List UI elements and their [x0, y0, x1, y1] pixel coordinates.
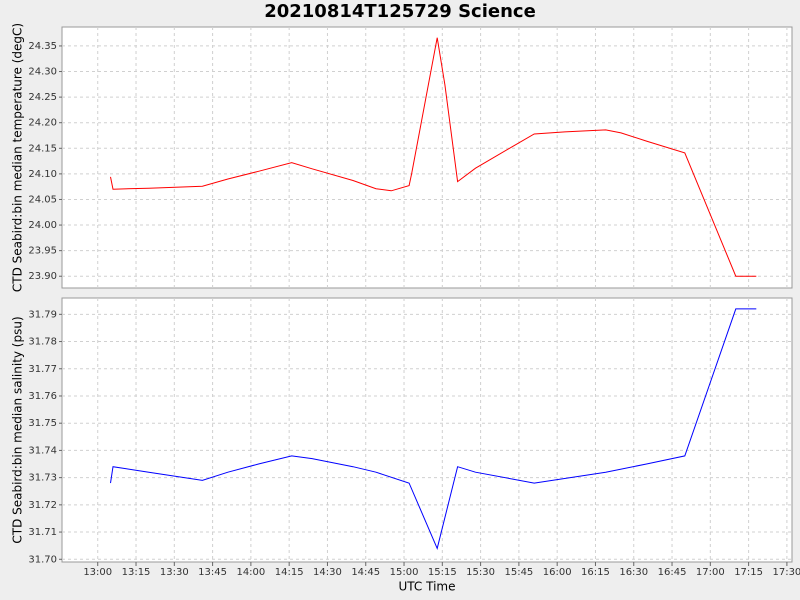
x-tick-label: 17:00: [696, 567, 725, 578]
y-tick-label: 24.00: [28, 220, 57, 231]
y-axis-label: CTD Seabird:bin median temperature (degC…: [11, 23, 25, 292]
x-tick-label: 13:15: [122, 567, 151, 578]
x-tick-label: 15:00: [390, 567, 419, 578]
y-tick-label: 24.30: [28, 67, 57, 78]
x-tick-label: 16:00: [543, 567, 572, 578]
plot-area: [61, 297, 793, 563]
y-tick-label: 24.20: [28, 118, 57, 129]
y-tick-label: 31.76: [28, 391, 57, 402]
x-tick-label: 14:15: [275, 567, 304, 578]
y-tick-label: 23.90: [28, 271, 57, 282]
y-tick-label: 31.73: [28, 473, 57, 484]
chart-title: 20210814T125729 Science: [264, 1, 536, 22]
x-tick-label: 13:45: [198, 567, 227, 578]
x-tick-label: 15:30: [466, 567, 495, 578]
x-tick-label: 14:00: [236, 567, 265, 578]
y-tick-label: 31.74: [28, 445, 57, 456]
x-tick-label: 15:45: [504, 567, 533, 578]
y-tick-label: 31.77: [28, 364, 57, 375]
x-tick-label: 13:30: [160, 567, 189, 578]
x-tick-label: 17:30: [772, 567, 800, 578]
y-tick-label: 24.10: [28, 169, 57, 180]
data-line: [110, 308, 757, 550]
x-tick-label: 16:45: [658, 567, 687, 578]
plot-area: [61, 26, 793, 289]
y-tick-label: 31.70: [28, 554, 57, 565]
y-tick-label: 31.71: [28, 527, 57, 538]
y-tick-label: 31.78: [28, 337, 57, 348]
x-axis-label: UTC Time: [399, 580, 456, 594]
y-tick-label: 31.72: [28, 500, 57, 511]
y-tick-label: 24.05: [28, 194, 57, 205]
x-tick-label: 17:15: [734, 567, 763, 578]
x-tick-label: 13:00: [83, 567, 112, 578]
x-tick-label: 14:45: [351, 567, 380, 578]
x-tick-label: 14:30: [313, 567, 342, 578]
y-tick-label: 31.75: [28, 418, 57, 429]
y-axis-label: CTD Seabird:bin median salinity (psu): [11, 316, 25, 543]
x-tick-label: 15:15: [428, 567, 457, 578]
x-tick-label: 16:30: [619, 567, 648, 578]
y-tick-label: 24.35: [28, 41, 57, 52]
x-tick-label: 16:15: [581, 567, 610, 578]
y-tick-label: 24.15: [28, 143, 57, 154]
y-tick-label: 31.79: [28, 309, 57, 320]
y-tick-label: 24.25: [28, 92, 57, 103]
y-tick-label: 23.95: [28, 246, 57, 257]
data-line: [110, 37, 757, 277]
